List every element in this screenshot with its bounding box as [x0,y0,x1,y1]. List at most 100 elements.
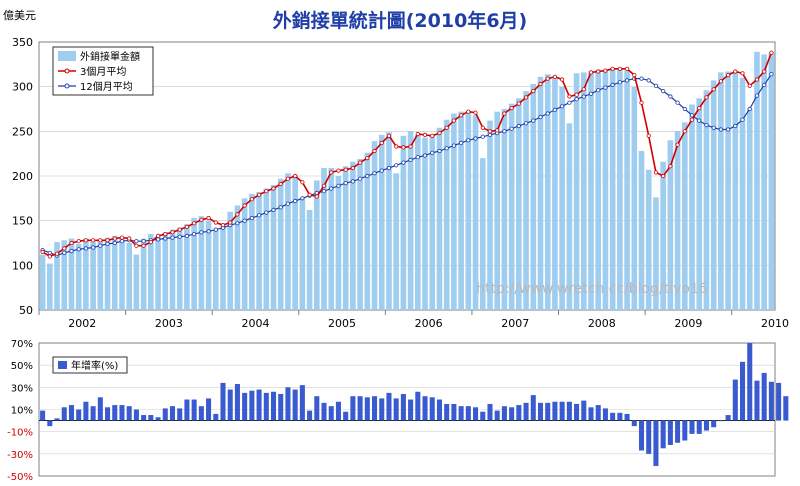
order-bar [638,150,645,310]
growth-bar [732,379,738,421]
order-bar [617,68,623,310]
order-bar [530,83,537,310]
growth-bar [581,400,587,421]
marker-12m [213,227,218,232]
order-bar [68,238,75,310]
marker-3m [336,168,341,173]
marker-3m [552,74,558,79]
marker-3m [704,95,709,100]
marker-3m [545,76,550,81]
top-y-tick-labels: 50 100 150 200 250 300 350 [12,36,33,317]
growth-bar [242,392,248,421]
growth-bar [451,403,457,421]
marker-12m [119,239,125,244]
growth-bar [90,406,96,421]
marker-3m [141,243,146,248]
marker-3m [307,192,312,197]
marker-12m [336,183,341,188]
marker-3m [675,142,680,147]
top-x-tick-label: 2004 [241,317,269,330]
marker-12m [271,207,276,212]
marker-12m [415,155,420,160]
marker-12m [163,236,168,241]
marker-12m [596,88,601,93]
order-bar [148,234,154,310]
order-bar [609,67,616,310]
marker-12m [480,134,485,139]
marker-3m [300,180,305,185]
order-bar [443,119,450,310]
marker-12m [184,233,189,238]
order-bar [393,173,399,310]
growth-bar [595,405,601,421]
marker-12m [624,78,630,83]
legend-label-growth: 年增率(%) [71,359,118,372]
top-x-tick-label: 2009 [674,317,702,330]
top-y-tick-label: 150 [12,215,33,228]
growth-bar [682,420,688,441]
growth-bar [566,401,572,421]
marker-3m [105,238,110,243]
marker-3m [559,77,565,82]
marker-3m [213,220,218,225]
marker-3m [711,87,716,92]
order-bar [407,131,414,310]
legend-marker-3m [64,68,70,74]
growth-bar [335,401,341,421]
order-bar [155,235,161,310]
order-bar [306,209,313,310]
marker-3m [184,224,189,229]
order-bar [508,103,515,310]
order-bar [667,140,674,310]
marker-12m [285,201,290,206]
growth-bar [574,403,580,421]
growth-bar [227,389,233,421]
marker-3m [574,92,579,97]
marker-3m [531,89,536,94]
order-bar [703,90,710,311]
marker-3m [264,189,269,194]
marker-3m [408,144,413,149]
marker-12m [105,241,110,246]
marker-3m [220,223,226,228]
growth-bar [422,396,428,421]
marker-3m [437,131,442,136]
top-y-tick-label: 350 [12,36,33,49]
bottom-y-tick-label: 30% [11,383,33,394]
marker-12m [394,163,399,168]
growth-bar [740,361,746,421]
marker-3m [682,129,687,134]
marker-3m [422,132,428,137]
growth-bar [314,396,320,421]
marker-3m [321,183,327,188]
order-bar [595,69,602,311]
growth-bar [249,390,255,421]
bottom-gridlines [39,364,775,455]
order-bar [552,78,558,310]
growth-bar [646,420,652,454]
marker-12m [610,82,615,88]
growth-bar [602,408,608,421]
marker-12m [451,143,456,148]
order-bar [754,51,760,311]
marker-12m [466,138,471,143]
growth-bar [480,411,486,421]
growth-bar [660,420,666,449]
marker-3m [624,66,630,71]
marker-3m [415,131,420,137]
marker-12m [350,179,355,184]
growth-bar [285,387,291,421]
top-y-tick-label: 50 [19,304,33,317]
order-bar [494,111,501,311]
order-bar [198,216,205,310]
marker-12m [365,173,370,179]
top-legend: 外銷接單金額 3個月平均 12個月平均 [52,46,154,96]
bottom-y-tick-labels: 70% 50% 30% 10% -10% -30% -50% [7,339,33,483]
growth-bar [761,372,767,421]
marker-3m [538,81,543,87]
growth-bar [321,402,327,421]
order-bar [169,229,176,310]
top-x-tick-label: 2005 [328,317,356,330]
marker-3m [386,133,392,138]
